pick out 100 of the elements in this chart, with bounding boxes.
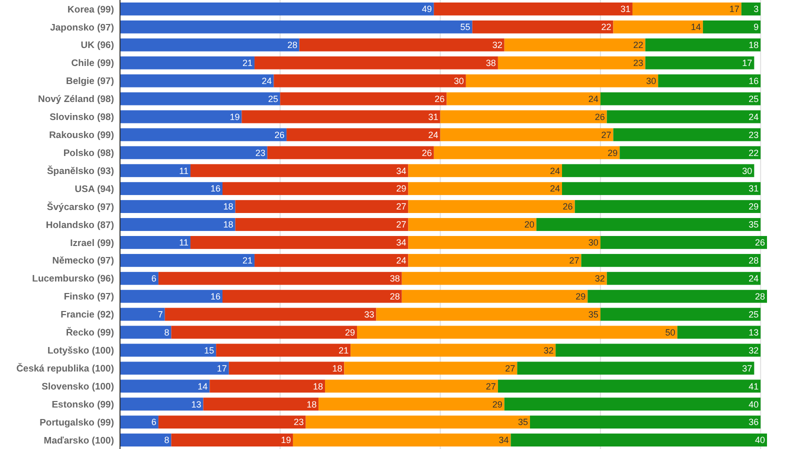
bar — [702, 20, 761, 34]
y-tick-label: Francie (92) — [60, 310, 114, 321]
data-label: 16 — [210, 184, 220, 194]
data-label: 18 — [332, 363, 342, 374]
bar — [600, 308, 761, 321]
y-tick-label: Korea (99) — [68, 4, 114, 16]
data-label: 15 — [204, 345, 214, 356]
bar — [120, 254, 255, 267]
bar — [466, 74, 658, 88]
bar — [741, 2, 761, 16]
bar — [120, 92, 280, 106]
y-tick-label: UK (96) — [80, 40, 114, 52]
bar — [600, 236, 767, 249]
y-tick-label: Švýcarsko (97) — [46, 200, 114, 213]
y-tick-label: Chile (99) — [71, 58, 114, 70]
data-label: 7 — [158, 309, 163, 320]
bar — [536, 218, 761, 231]
bar — [376, 308, 600, 321]
bar — [120, 362, 229, 375]
data-label: 34 — [396, 166, 406, 176]
data-label: 9 — [754, 22, 759, 32]
data-label: 21 — [242, 256, 253, 266]
data-label: 28 — [390, 291, 400, 302]
data-label: 32 — [544, 345, 554, 356]
bar — [120, 128, 287, 142]
y-tick-label: Česká republika (100) — [16, 362, 114, 375]
data-label: 36 — [748, 417, 759, 428]
data-label: 29 — [345, 327, 356, 338]
y-tick-label: Lotyšsko (100) — [47, 346, 114, 357]
bar — [408, 182, 562, 196]
data-label: 55 — [460, 22, 470, 32]
data-label: 31 — [428, 112, 438, 122]
bar — [292, 434, 511, 446]
data-label: 30 — [742, 166, 752, 176]
bar — [581, 254, 761, 267]
data-label: 27 — [396, 202, 406, 212]
bar — [242, 110, 440, 124]
data-label: 24 — [588, 94, 598, 104]
data-label: 8 — [164, 327, 170, 338]
bar — [286, 128, 440, 142]
bar — [677, 326, 761, 339]
data-label: 14 — [690, 22, 701, 32]
y-tick-label: Holandsko (87) — [46, 220, 114, 231]
bar — [344, 362, 518, 375]
bar — [600, 92, 761, 106]
bar — [408, 164, 562, 178]
bar — [120, 434, 172, 446]
data-label: 28 — [748, 256, 759, 266]
bar — [120, 290, 222, 303]
y-tick-label: Portugalsko (99) — [40, 417, 114, 428]
data-label: 29 — [492, 399, 502, 410]
bar — [434, 2, 632, 16]
bar — [254, 254, 408, 267]
bar — [120, 200, 236, 214]
data-label: 24 — [428, 130, 438, 140]
data-label: 30 — [588, 238, 598, 248]
bar — [120, 164, 190, 178]
y-tick-label: Maďarsko (100) — [44, 435, 114, 446]
data-label: 22 — [633, 40, 644, 50]
bar — [299, 38, 504, 52]
data-label: 6 — [151, 274, 156, 284]
data-label: 38 — [390, 274, 400, 284]
bar — [434, 146, 620, 160]
bar — [254, 56, 498, 70]
bar — [606, 272, 761, 285]
data-label: 40 — [748, 399, 759, 410]
data-label: 25 — [748, 94, 759, 104]
data-label: 19 — [280, 435, 291, 446]
y-tick-label: Řecko (99) — [66, 326, 114, 339]
bar — [120, 146, 268, 160]
data-label: 3 — [754, 4, 759, 14]
data-label: 29 — [396, 184, 406, 194]
bar — [120, 74, 274, 88]
data-label: 50 — [665, 327, 676, 338]
bar — [306, 416, 530, 429]
data-label: 30 — [454, 76, 464, 86]
bar — [402, 272, 607, 285]
y-tick-label: USA (94) — [74, 184, 114, 195]
y-tick-label: Estonsko (99) — [52, 399, 114, 410]
data-label: 8 — [164, 435, 170, 446]
bar — [613, 20, 703, 34]
bar — [120, 326, 172, 339]
bar — [408, 218, 536, 231]
data-label: 34 — [396, 238, 406, 248]
data-label: 18 — [312, 381, 323, 392]
data-label: 16 — [748, 76, 759, 86]
data-label: 21 — [242, 58, 253, 68]
y-tick-label: Izrael (99) — [70, 238, 114, 249]
bar — [446, 92, 600, 106]
y-tick-label: Polsko (98) — [63, 148, 114, 159]
bar — [556, 344, 761, 357]
data-label: 19 — [230, 112, 240, 122]
y-tick-label: Španělsko (93) — [46, 164, 114, 177]
bar — [120, 380, 210, 393]
bar — [120, 236, 190, 249]
bar — [120, 20, 472, 34]
bar — [606, 110, 761, 124]
y-tick-label: Lucembursko (96) — [32, 274, 114, 285]
data-label: 25 — [268, 94, 278, 104]
bar — [632, 2, 742, 16]
